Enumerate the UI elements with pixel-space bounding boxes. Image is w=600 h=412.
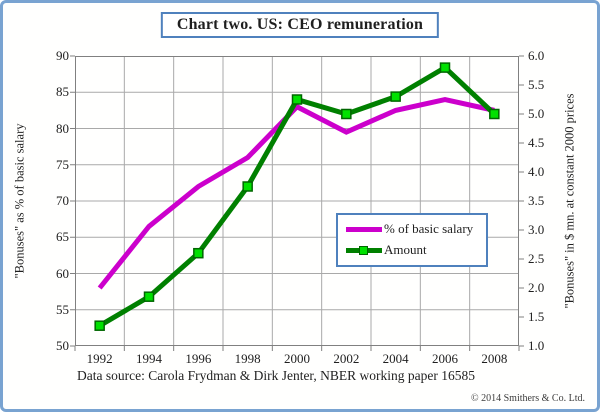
right-axis-tick-label: 4.5 <box>528 135 545 150</box>
right-axis-tick-label: 5.0 <box>528 106 545 121</box>
magenta-line-swatch <box>346 225 382 234</box>
x-axis-tick-label: 1994 <box>136 351 162 366</box>
legend-item-amount: Amount <box>346 242 478 258</box>
right-axis-tick-label: 4.0 <box>528 164 545 179</box>
x-axis-tick-label: 1996 <box>185 351 212 366</box>
right-axis-title: "Bonuses" in $ mn. at constant 2000 pric… <box>562 93 577 309</box>
right-axis-tick-label: 2.5 <box>528 251 545 266</box>
copyright-text: © 2014 Smithers & Co. Ltd. <box>471 393 585 404</box>
right-axis-tick-label: 5.5 <box>528 77 545 92</box>
left-axis-tick-label: 70 <box>56 193 69 208</box>
left-axis-title: "Bonuses" as % of basic salary <box>12 123 27 279</box>
right-axis-tick-label: 1.5 <box>528 309 545 324</box>
x-axis-tick-label: 2006 <box>432 351 458 366</box>
left-axis-tick-label: 50 <box>56 338 69 353</box>
left-axis-tick-label: 85 <box>56 84 69 100</box>
right-axis-tick-label: 2.0 <box>528 280 545 295</box>
x-axis-tick-label: 2004 <box>382 351 409 366</box>
green-line-swatch <box>346 245 382 255</box>
x-axis-tick-label: 2008 <box>481 351 508 366</box>
legend-item-percent: % of basic salary <box>346 221 478 237</box>
left-axis-tick-label: 65 <box>56 229 69 245</box>
x-axis-tick-label: 1998 <box>234 351 261 366</box>
x-axis-tick-label: 2000 <box>284 351 310 366</box>
right-axis-tick-label: 3.5 <box>528 193 545 208</box>
legend-label: Amount <box>384 242 427 257</box>
chart-title: Chart two. US: CEO remuneration <box>160 12 440 38</box>
left-axis-tick-label: 75 <box>56 156 69 172</box>
legend: % of basic salary Amount <box>336 213 488 267</box>
x-axis-tick-label: 2002 <box>333 351 360 366</box>
legend-label: % of basic salary <box>384 221 474 236</box>
data-source-text: Data source: Carola Frydman & Dirk Jente… <box>77 368 475 383</box>
left-axis-tick-label: 60 <box>56 265 69 281</box>
left-axis-tick-label: 90 <box>56 48 69 63</box>
chart-svg <box>70 55 524 351</box>
x-axis-tick-label: 1992 <box>86 351 113 366</box>
left-axis-tick-label: 80 <box>56 120 69 136</box>
right-axis-tick-label: 3.0 <box>528 222 545 237</box>
right-axis-tick-label: 6.0 <box>528 48 545 63</box>
plot-area <box>70 55 524 351</box>
right-axis-tick-label: 1.0 <box>528 338 545 353</box>
left-axis-tick-label: 55 <box>56 301 69 317</box>
